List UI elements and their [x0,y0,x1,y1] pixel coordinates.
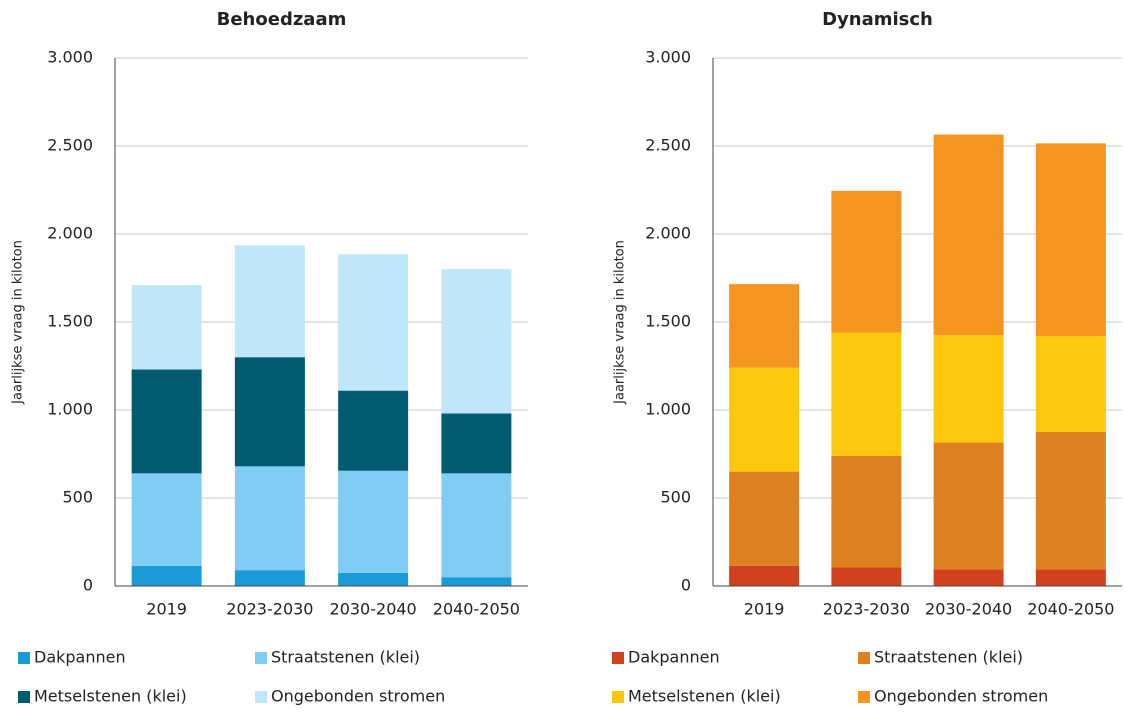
legend-swatch [858,691,870,703]
x-tick-label: 2023-2030 [226,600,313,619]
bar-segment [131,285,202,370]
bar-segment [729,367,800,472]
x-tick-label: 2030-2040 [330,600,417,619]
chart: Dynamisch Jaarlijkse vraag in kiloton 0 500… [612,9,1122,706]
y-axis-label: Jaarlijkse vraag in kiloton [11,240,26,405]
bar-segment [441,577,512,586]
legend-swatch [255,691,267,703]
y-tick-label: 3.000 [47,48,93,67]
legend-swatch [255,652,267,664]
x-tick-label: 2019 [146,600,187,619]
y-tick-label: 2.500 [47,136,93,155]
y-tick-label: 500 [660,488,691,507]
legend-swatch [612,691,624,703]
bar-segment [338,572,409,586]
bar-segment [234,570,305,586]
bar-segment [338,470,409,573]
bar-segment [131,473,202,566]
x-tick-label: 2019 [744,600,785,619]
bar-segment [831,190,902,333]
bar-segment [933,134,1004,336]
bar-segment [338,390,409,471]
legend-label: Ongebonden stromen [874,687,1048,706]
bar-segment [131,369,202,474]
bar-segment [933,442,1004,570]
y-tick-label: 1.000 [645,400,691,419]
y-tick-label: 1.500 [47,312,93,331]
bar-segment [441,413,512,474]
bar-segment [933,569,1004,586]
bar-segment [131,565,202,586]
chart-title: Behoedzaam [217,9,347,30]
x-tick-label: 2023-2030 [823,600,910,619]
y-tick-label: 3.000 [645,48,691,67]
bar-segment [441,269,512,414]
bar-segment [1035,143,1106,337]
bar-segment [234,466,305,571]
bar-segment [729,471,800,566]
chart-title: Dynamisch [822,9,933,30]
x-tick-label: 2040-2050 [1027,600,1114,619]
legend-swatch [858,652,870,664]
y-tick-label: 2.500 [645,136,691,155]
legend-label: Straatstenen (klei) [271,648,420,667]
y-axis-label: Jaarlijkse vraag in kiloton [613,240,628,405]
bar-segment [729,284,800,368]
bar-segment [338,254,409,391]
legend-label: Metselstenen (klei) [34,687,187,706]
bar-segment [1035,336,1106,432]
chart: Behoedzaam Jaarlijkse vraag in kiloton 0 50… [11,9,528,706]
y-tick-label: 1.000 [47,400,93,419]
y-tick-label: 2.000 [47,224,93,243]
bar-segment [1035,569,1106,586]
legend-label: Ongebonden stromen [271,687,445,706]
legend-label: Metselstenen (klei) [628,687,781,706]
bar-segment [729,565,800,586]
y-tick-label: 1.500 [645,312,691,331]
bar-segment [441,473,512,578]
bar-segment [831,455,902,568]
bar-segment [933,335,1004,443]
x-tick-label: 2040-2050 [433,600,520,619]
legend-swatch [612,652,624,664]
legend-label: Dakpannen [34,648,126,667]
bar-segment [831,567,902,586]
bar-segment [234,245,305,358]
x-tick-label: 2030-2040 [925,600,1012,619]
bar-segment [1035,432,1106,570]
y-tick-label: 2.000 [645,224,691,243]
bar-segment [234,357,305,467]
legend-label: Straatstenen (klei) [874,648,1023,667]
y-tick-label: 0 [83,576,93,595]
bar-segment [831,332,902,456]
legend-label: Dakpannen [628,648,720,667]
y-tick-label: 0 [681,576,691,595]
legend-swatch [18,691,30,703]
legend-swatch [18,652,30,664]
y-tick-label: 500 [62,488,93,507]
